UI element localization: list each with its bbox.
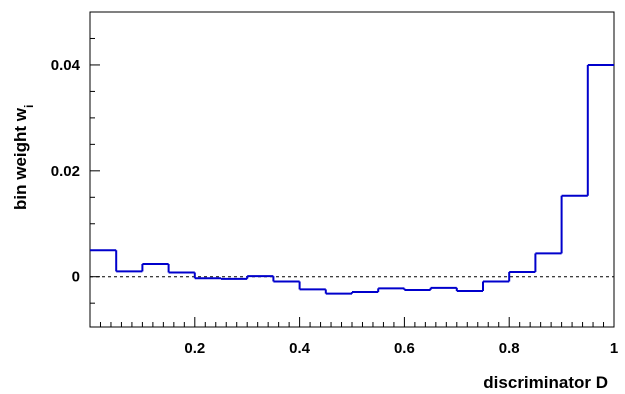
x-tick-label: 1 bbox=[610, 340, 618, 357]
plot-frame-group bbox=[89, 11, 615, 328]
y-axis-title-main: bin weight w bbox=[11, 107, 30, 210]
axis-ticks-group bbox=[89, 11, 615, 327]
x-tick-label: 0.2 bbox=[184, 340, 205, 357]
plot-frame bbox=[89, 11, 615, 328]
x-tick-label: 0.8 bbox=[499, 340, 520, 357]
y-tick-label: 0.02 bbox=[51, 163, 80, 180]
x-axis-title: discriminator D bbox=[483, 373, 608, 392]
y-axis-title: bin weight wi bbox=[11, 105, 36, 210]
y-axis-title-subscript: i bbox=[22, 105, 36, 108]
y-tick-label: 0.04 bbox=[51, 57, 81, 74]
x-tick-label: 0.4 bbox=[289, 340, 311, 357]
y-tick-label: 0 bbox=[72, 269, 80, 286]
data-group bbox=[90, 63, 614, 295]
tick-labels-group: 0.2 0.4 0.6 0.8 1 0 0.02 0.04 bbox=[51, 57, 618, 357]
x-tick-label: 0.6 bbox=[394, 340, 415, 357]
